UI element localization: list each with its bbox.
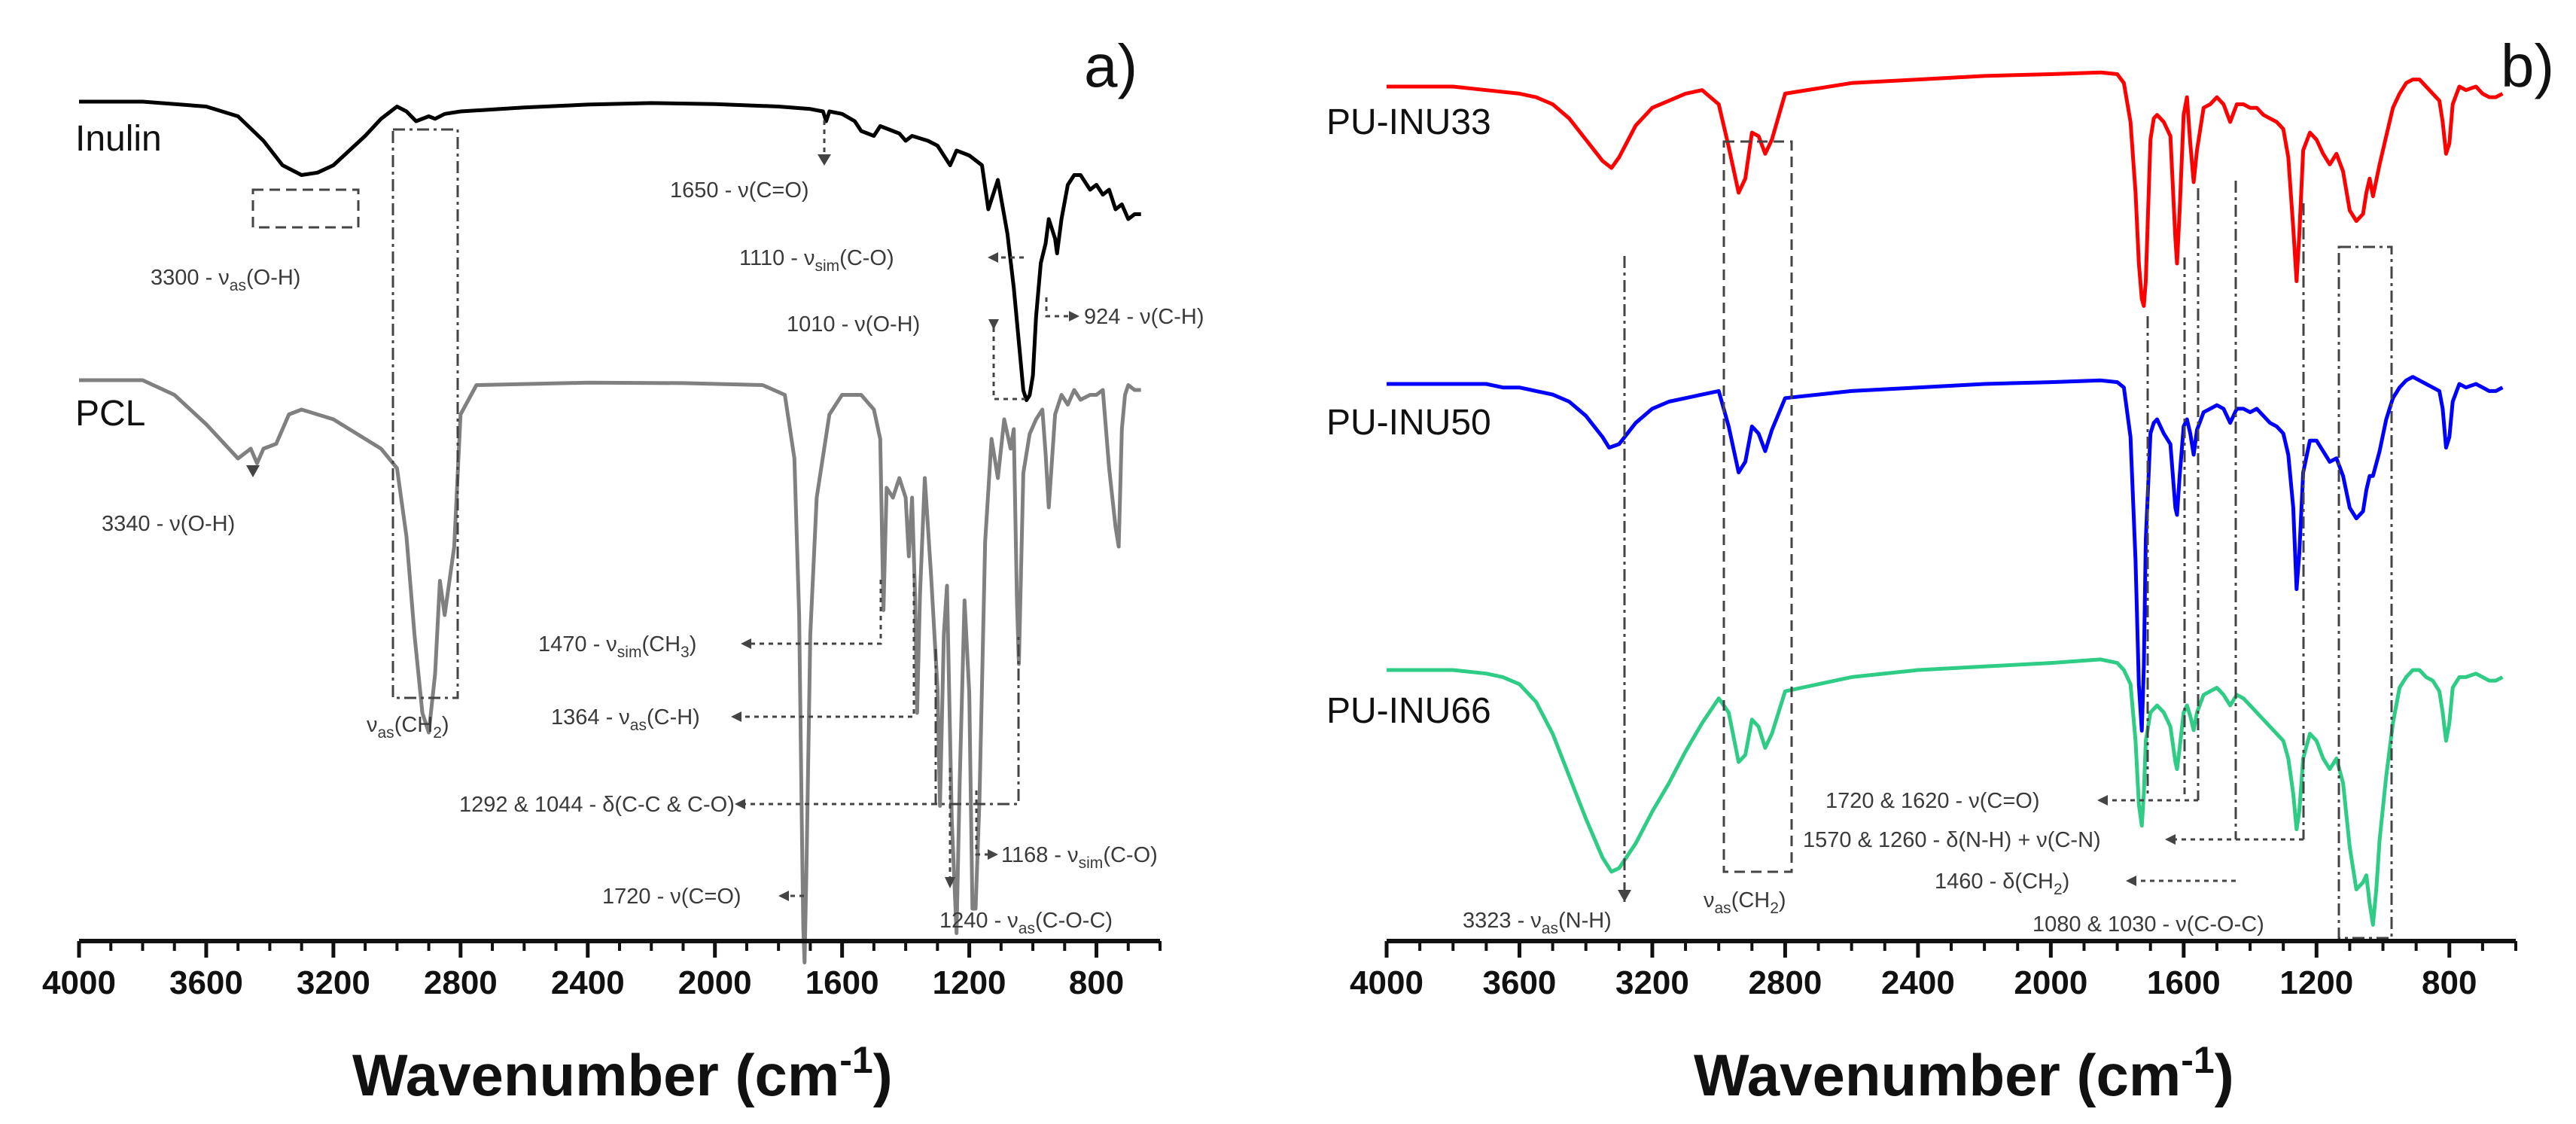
series-label-pcl: PCL xyxy=(75,394,145,434)
x-tick-label: 1600 xyxy=(805,964,879,1001)
series-label-inulin: Inulin xyxy=(75,119,162,159)
series-label-pu-inu33: PU-INU33 xyxy=(1326,102,1491,142)
arrow-1240 xyxy=(945,877,955,888)
panel-b-arrowheads xyxy=(1618,795,2176,902)
arrow-1110 xyxy=(988,252,998,263)
x-tick-label: 3200 xyxy=(1615,964,1689,1001)
ann-1570-1260: 1570 & 1260 - δ(N-H) + ν(C-N) xyxy=(1803,828,2101,852)
x-tick-label: 2000 xyxy=(678,964,752,1001)
panel-b: b) PU-INU33 PU-INU50 PU-INU66 3323 - νas… xyxy=(1326,32,2554,1108)
x-tick-label: 3600 xyxy=(169,964,243,1001)
x-tick-label: 2800 xyxy=(424,964,498,1001)
x-tick-label: 1200 xyxy=(933,964,1006,1001)
ann-1470: 1470 - νsim(CH3) xyxy=(538,632,696,661)
arrow-1460 xyxy=(2126,876,2136,886)
arrow-1292 xyxy=(735,799,745,809)
panel-b-xlabel: Wavenumber (cm-1) xyxy=(1694,1039,2234,1108)
ann-1292-1044: 1292 & 1044 - δ(C-C & C-O) xyxy=(459,793,735,817)
panel-a-xlabel: Wavenumber (cm-1) xyxy=(352,1039,893,1108)
ann-1650: 1650 - ν(C=O) xyxy=(670,178,809,203)
arrow-1720-1620 xyxy=(2097,795,2108,806)
series-label-pu-inu50: PU-INU50 xyxy=(1326,403,1491,443)
x-tick-label: 800 xyxy=(1069,964,1124,1001)
ann-vas-ch2-a: νas(CH2) xyxy=(367,713,449,742)
leader-924 xyxy=(1045,297,1069,318)
leader-1364 xyxy=(741,574,915,718)
arrow-1168 xyxy=(988,849,998,860)
arrow-3340 xyxy=(246,465,260,477)
ann-1168: 1168 - νsim(C-O) xyxy=(1001,843,1158,872)
x-tick-label: 1200 xyxy=(2279,964,2353,1001)
ann-1364: 1364 - νas(C-H) xyxy=(551,705,700,734)
panel-a-guides xyxy=(251,120,1069,897)
panel-b-label: b) xyxy=(2501,32,2554,99)
ann-1080-1030: 1080 & 1030 - ν(C-O-C) xyxy=(2032,912,2264,937)
ann-3300: 3300 - νas(O-H) xyxy=(151,266,300,294)
x-tick-label: 3600 xyxy=(1483,964,1557,1001)
series-line-pu-inu50 xyxy=(1387,375,2504,733)
guide-ch2-box xyxy=(1722,140,1793,873)
series-line-pcl xyxy=(79,378,1141,964)
guide-1080-1030-box xyxy=(2337,245,2393,940)
ann-1110: 1110 - νsim(C-O) xyxy=(739,246,894,275)
x-tick-label: 3200 xyxy=(297,964,370,1001)
ann-1010: 1010 - ν(O-H) xyxy=(787,312,920,337)
ann-3340: 3340 - ν(O-H) xyxy=(102,512,235,536)
series-line-inulin xyxy=(79,99,1141,402)
x-tick-label: 2800 xyxy=(1748,964,1822,1001)
ann-1720: 1720 - ν(C=O) xyxy=(602,885,741,909)
x-tick-label: 4000 xyxy=(42,964,116,1001)
series-label-pu-inu66: PU-INU66 xyxy=(1326,691,1491,731)
x-tick-label: 2000 xyxy=(2014,964,2087,1001)
x-tick-label: 2400 xyxy=(551,964,625,1001)
leader-1168 xyxy=(975,790,988,856)
leader-1470 xyxy=(751,580,882,645)
panel-a: a) Inulin PCL xyxy=(42,32,1204,1108)
arrow-924 xyxy=(1069,311,1079,321)
panel-b-x-axis: 4000 3600 3200 2800 2400 2000 1600 1200 800 xyxy=(1350,939,2517,1001)
ann-vas-ch2-b: νas(CH2) xyxy=(1704,888,1786,917)
ann-924: 924 - ν(C-H) xyxy=(1084,305,1204,329)
inulin-oh-box xyxy=(251,188,360,229)
series-line-pu-inu33 xyxy=(1387,70,2504,308)
arrow-1364 xyxy=(731,711,741,722)
arrow-3323 xyxy=(1618,890,1631,902)
ann-3323: 3323 - νas(N-H) xyxy=(1463,909,1612,937)
arrow-1010 xyxy=(988,319,999,330)
arrow-1650 xyxy=(818,154,831,166)
ann-1460: 1460 - δ(CH2) xyxy=(1935,870,2069,898)
panel-a-x-axis: 4000 3600 3200 2800 2400 2000 1600 1200 800 xyxy=(42,939,1162,1001)
bracket-1010 xyxy=(992,327,1025,401)
panel-b-guides xyxy=(1623,140,2393,940)
x-tick-label: 2400 xyxy=(1881,964,1955,1001)
arrow-1720 xyxy=(778,891,789,901)
ann-1240: 1240 - νas(C-O-C) xyxy=(939,909,1113,937)
ann-1720-1620: 1720 & 1620 - ν(C=O) xyxy=(1825,789,2040,813)
panel-b-annotations: 3323 - νas(N-H) νas(CH2) 1720 & 1620 - ν… xyxy=(1463,789,2264,937)
x-tick-label: 800 xyxy=(2422,964,2477,1001)
arrow-1470 xyxy=(741,638,751,649)
x-tick-label: 4000 xyxy=(1350,964,1423,1001)
x-tick-label: 1600 xyxy=(2147,964,2221,1001)
panel-a-annotations: 3300 - νas(O-H) 1650 - ν(C=O) 1110 - νsi… xyxy=(102,178,1204,937)
panel-a-arrowheads xyxy=(246,154,1079,901)
arrow-1570-1260 xyxy=(2165,834,2176,845)
panel-a-series xyxy=(79,99,1141,964)
panel-a-label: a) xyxy=(1084,32,1137,99)
pcl-ch2-box xyxy=(391,128,459,699)
